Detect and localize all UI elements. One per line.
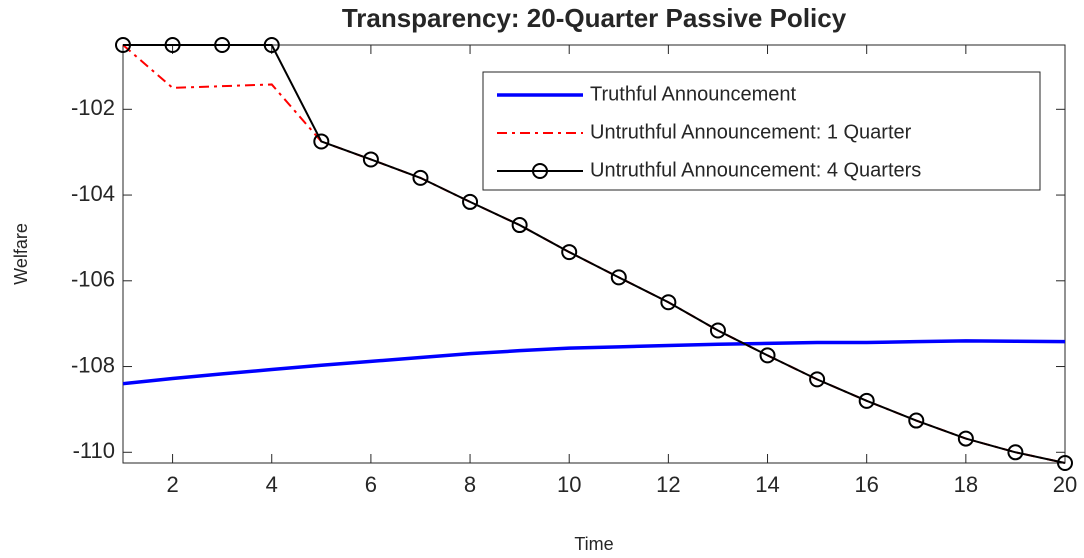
series-line (123, 44, 1066, 464)
x-tick-label: 14 (755, 472, 779, 497)
plot-frame (122, 44, 1066, 464)
series-marker (412, 169, 429, 186)
legend-marker (532, 163, 548, 179)
series-marker (462, 193, 479, 210)
series-marker (263, 37, 280, 53)
legend-label: Truthful Announcement (590, 83, 796, 105)
series-marker (610, 269, 627, 286)
x-tick-label: 16 (854, 472, 878, 497)
series-marker (908, 412, 925, 429)
series-marker (660, 294, 677, 311)
series-marker (362, 151, 379, 168)
series-marker (313, 133, 330, 150)
series-marker (164, 37, 181, 53)
series-marker (759, 347, 776, 364)
series-marker (957, 430, 974, 447)
series-marker (561, 244, 578, 261)
series-marker (709, 322, 726, 339)
y-tick-label: -102 (71, 95, 115, 120)
series-marker (1007, 444, 1024, 461)
x-tick-label: 4 (266, 472, 278, 497)
y-axis-label: Welfare (11, 223, 31, 285)
chart-title: Transparency: 20-Quarter Passive Policy (342, 3, 847, 33)
x-tick-label: 6 (365, 472, 377, 497)
y-tick-label: -110 (73, 438, 115, 463)
series-marker (858, 392, 875, 409)
x-tick-label: 8 (464, 472, 476, 497)
x-tick-label: 12 (656, 472, 680, 497)
series-marker (214, 37, 231, 53)
y-tick-label: -104 (71, 181, 115, 206)
y-tick-label: -106 (71, 267, 115, 292)
x-tick-label: 10 (557, 472, 581, 497)
y-tick-label: -108 (71, 352, 115, 377)
legend-label: Untruthful Announcement: 1 Quarter (590, 121, 912, 143)
series-marker (1057, 455, 1073, 471)
legend-label: Untruthful Announcement: 4 Quarters (590, 159, 921, 181)
series-marker (115, 37, 131, 53)
x-tick-label: 18 (954, 472, 978, 497)
series-marker (511, 217, 528, 234)
series-line (122, 339, 1066, 386)
x-axis-label: Time (574, 534, 613, 554)
x-tick-label: 2 (166, 472, 178, 497)
x-tick-label: 20 (1053, 472, 1077, 497)
series-marker (809, 371, 826, 388)
